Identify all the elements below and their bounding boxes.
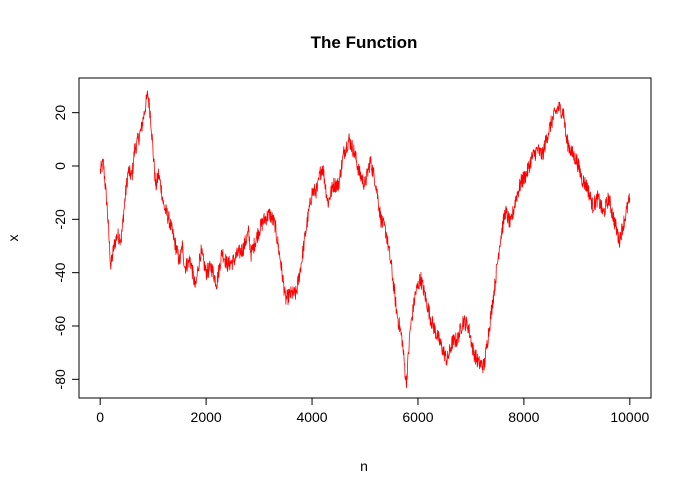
plot-area-border [78,77,652,399]
y-axis-title: x [5,235,21,242]
y-tick-label: 0 [52,162,68,170]
y-tick-label: -60 [52,316,68,336]
x-axis: 0 2000 4000 6000 8000 10000 [96,398,649,425]
x-tick-label: 4000 [296,409,327,425]
chart-title: The Function [311,33,418,52]
series-line-0 [99,90,631,389]
y-tick-label: -80 [52,369,68,389]
series-layer [99,90,631,389]
x-tick-label: 8000 [508,409,539,425]
x-tick-label: 10000 [610,409,649,425]
x-tick-label: 2000 [191,409,222,425]
y-axis: -80 -60 -40 -20 0 20 [52,105,79,389]
x-tick-label: 0 [96,409,104,425]
y-tick-label: -40 [52,262,68,282]
y-tick-label: 20 [52,105,68,121]
x-tick-label: 6000 [402,409,433,425]
y-tick-label: -20 [52,209,68,229]
x-axis-title: n [360,458,368,474]
